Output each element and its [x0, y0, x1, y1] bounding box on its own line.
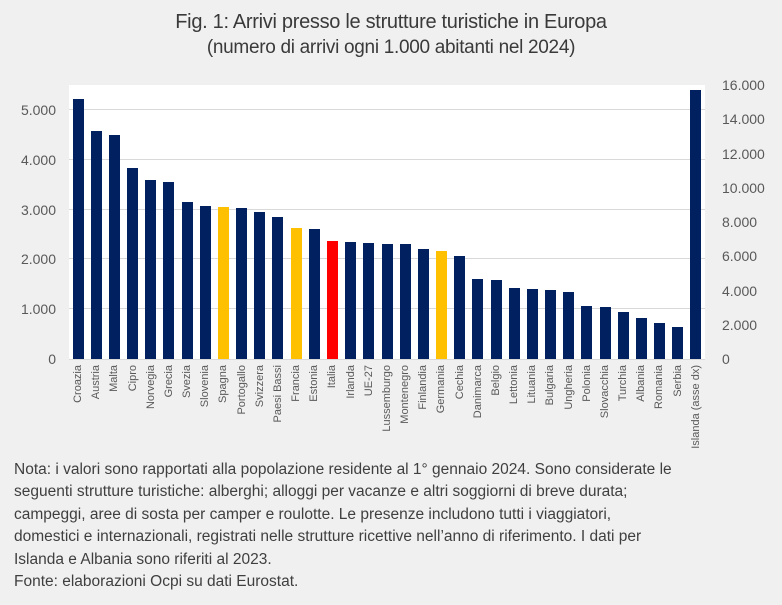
y-left-tick-5-000: 5.000	[20, 101, 56, 118]
y-right-tick-14-000: 14.000	[722, 111, 765, 128]
x-label-germania: Germania	[435, 365, 448, 414]
y-right-tick-10-000: 10.000	[722, 179, 765, 196]
bar-turchia	[617, 311, 629, 359]
gridline-5000	[69, 108, 705, 110]
x-label-danimarca: Danimarca	[471, 365, 484, 419]
x-label-polonia: Polonia	[580, 365, 593, 402]
x-label-croazia: Croazia	[72, 365, 84, 403]
x-label-grecia: Grecia	[162, 365, 175, 398]
bar-grecia	[163, 182, 175, 359]
bar-lituania	[526, 289, 538, 359]
bar-montenegro	[399, 244, 411, 359]
bar-lettonia	[508, 288, 520, 359]
bar-ungheria	[563, 292, 575, 359]
x-label-estonia: Estonia	[308, 365, 321, 402]
bar-paesi-bassi	[272, 217, 284, 359]
x-label-turchia: Turchia	[617, 365, 630, 402]
x-label-cipro: Cipro	[126, 365, 139, 392]
bar-ue-27	[363, 243, 375, 359]
x-label-irlanda: Irlanda	[344, 365, 357, 399]
x-label-svezia: Svezia	[181, 365, 194, 399]
x-label-lettonia: Lettonia	[508, 365, 521, 405]
bar-slovenia	[199, 205, 211, 359]
bar-svezia	[181, 201, 193, 359]
bar-portogallo	[236, 208, 248, 359]
x-label-slovacchia: Slovacchia	[598, 365, 611, 419]
y-left-tick-3-000: 3.000	[20, 201, 56, 218]
x-label-albania: Albania	[635, 365, 648, 402]
x-label-ue-27: UE-27	[362, 365, 375, 397]
note-line-1: Nota: i valori sono rapportati alla popo…	[14, 461, 672, 478]
y-right-tick-4-000: 4.000	[722, 282, 758, 299]
y-left-tick-4-000: 4.000	[20, 151, 56, 168]
bar-malta	[108, 135, 120, 359]
bar-finlandia	[417, 249, 429, 359]
note-line-5: Islanda e Albania sono riferiti al 2023.	[14, 550, 272, 568]
x-label-norvegia: Norvegia	[144, 365, 157, 410]
figure-title: Fig. 1: Arrivi presso le strutture turis…	[175, 11, 607, 33]
bar-italia	[326, 241, 338, 359]
note-block: Nota: i valori sono rapportati alla popo…	[14, 459, 774, 593]
x-label-spagna: Spagna	[217, 365, 230, 403]
bar-cipro	[127, 168, 139, 359]
bar-svizzera	[254, 212, 266, 359]
note-line-3: campeggi, aree di sosta per camper e rou…	[14, 505, 612, 523]
x-label-italia: Italia	[326, 365, 339, 389]
gridline-4000	[69, 158, 705, 160]
bar-estonia	[308, 229, 320, 359]
bar-norvegia	[145, 179, 157, 359]
x-label-belgio: Belgio	[489, 365, 502, 396]
x-label-lussemburgo: Lussemburgo	[380, 365, 393, 432]
bar-albania	[635, 318, 647, 359]
x-label-finlandia: Finlandia	[417, 365, 430, 410]
bar-lussemburgo	[381, 243, 393, 359]
x-label-malta: Malta	[108, 365, 121, 392]
x-label-cechia: Cechia	[453, 365, 466, 400]
bar-bulgaria	[545, 290, 557, 359]
bar-romania	[654, 323, 666, 359]
y-right-tick-0: 0	[722, 351, 730, 367]
bar-croazia	[72, 98, 84, 359]
x-label-slovenia: Slovenia	[199, 365, 212, 408]
y-right-tick-16-000: 16.000	[722, 77, 765, 93]
gridline-3000	[69, 208, 705, 210]
y-left-tick-2-000: 2.000	[20, 251, 56, 268]
y-right-tick-6-000: 6.000	[722, 248, 758, 265]
note-line-2: seguenti strutture turistiche: alberghi;…	[14, 483, 628, 501]
bar-cechia	[454, 255, 466, 359]
y-left-tick-0: 0	[48, 351, 56, 367]
bar-belgio	[490, 280, 502, 359]
bar-francia	[290, 227, 302, 359]
bar-danimarca	[472, 278, 484, 359]
x-label-portogallo: Portogallo	[235, 365, 248, 415]
bar-spagna	[217, 206, 229, 359]
bar-islanda-asse-dx	[690, 90, 702, 359]
figure-subtitle: (numero di arrivi ogni 1.000 abitanti ne…	[206, 37, 576, 58]
note-line-4: domestici e internazionali, registrati n…	[14, 528, 642, 546]
x-label-francia: Francia	[290, 365, 303, 402]
plot-area	[69, 85, 705, 360]
y-right-tick-8-000: 8.000	[722, 214, 758, 230]
x-label-austria: Austria	[90, 365, 103, 400]
x-label-ungheria: Ungheria	[562, 365, 575, 410]
x-label-bulgaria: Bulgaria	[544, 365, 557, 406]
x-label-lituania: Lituania	[526, 365, 539, 404]
x-label-svizzera: Svizzera	[253, 365, 266, 408]
bar-polonia	[581, 306, 593, 359]
x-label-serbia: Serbia	[671, 365, 684, 397]
x-label-montenegro: Montenegro	[399, 365, 412, 424]
y-right-tick-2-000: 2.000	[722, 316, 758, 333]
x-label-romania: Romania	[653, 365, 666, 410]
bar-serbia	[672, 327, 684, 359]
bar-irlanda	[345, 241, 357, 359]
y-left-tick-1-000: 1.000	[20, 301, 56, 318]
source-line: Fonte: elaborazioni Ocpi su dati Eurosta…	[14, 573, 299, 591]
bar-slovacchia	[599, 306, 611, 359]
x-label-islanda-asse-dx: Islanda (asse dx)	[689, 365, 702, 449]
x-label-paesi-bassi: Paesi Bassi	[271, 365, 284, 423]
y-right-tick-12-000: 12.000	[722, 145, 765, 162]
bar-austria	[90, 130, 102, 359]
bar-germania	[436, 250, 447, 359]
